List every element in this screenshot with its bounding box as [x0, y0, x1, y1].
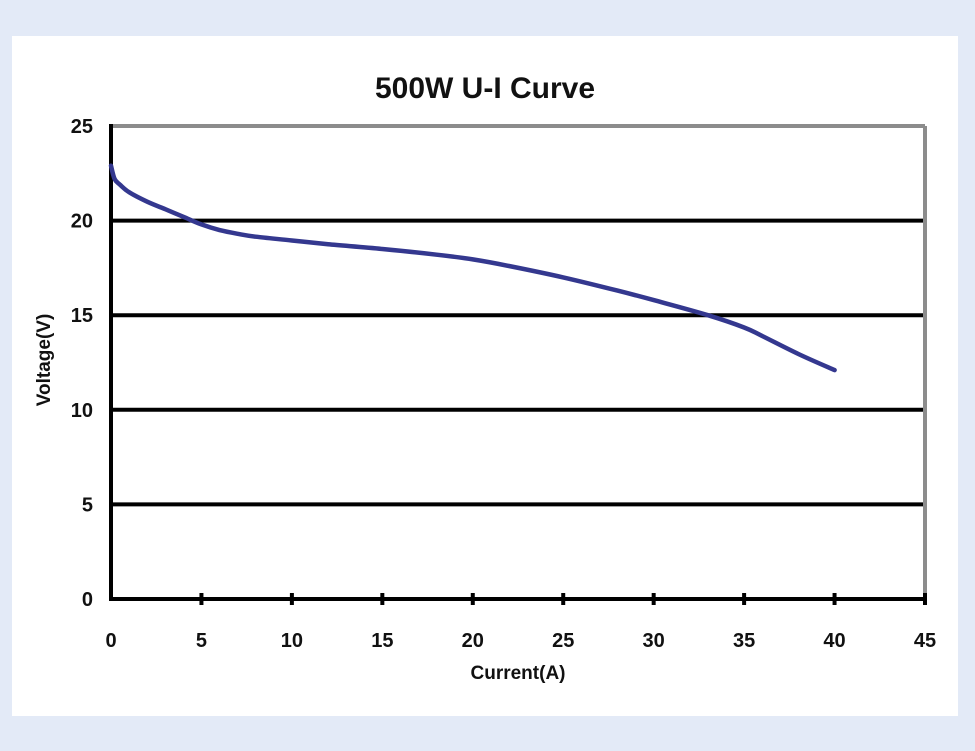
x-tick-label-20: 20: [462, 630, 484, 652]
y-tick-label-0: 0: [82, 589, 93, 611]
y-axis-ticks: 0 5 10 15 20 25: [71, 116, 93, 611]
x-tick-label-45: 45: [914, 630, 936, 652]
x-tick-label-40: 40: [823, 630, 845, 652]
y-axis-label: Voltage(V): [34, 314, 55, 407]
x-tick-label-25: 25: [552, 630, 574, 652]
x-tick-label-0: 0: [105, 630, 116, 652]
y-tick-label-10: 10: [71, 400, 93, 422]
x-tick-label-5: 5: [196, 630, 207, 652]
y-tick-label-20: 20: [71, 211, 93, 233]
x-tick-label-10: 10: [281, 630, 303, 652]
x-tick-label-35: 35: [733, 630, 755, 652]
x-tick-label-15: 15: [371, 630, 393, 652]
series-group: [108, 163, 837, 373]
chart-title: 500W U-I Curve: [375, 72, 595, 105]
grid-lines: [111, 218, 925, 507]
plot-frame: [109, 124, 927, 601]
y-tick-label-25: 25: [71, 116, 93, 138]
chart-card: [12, 36, 958, 716]
y-tick-label-5: 5: [82, 494, 93, 516]
y-tick-label-15: 15: [71, 305, 93, 327]
series-line-0: [108, 163, 837, 373]
x-axis-label: Current(A): [471, 663, 566, 684]
x-tick-label-30: 30: [643, 630, 665, 652]
x-axis-ticks: 0 5 10 15 20 25 30 35 40 45: [105, 593, 936, 652]
